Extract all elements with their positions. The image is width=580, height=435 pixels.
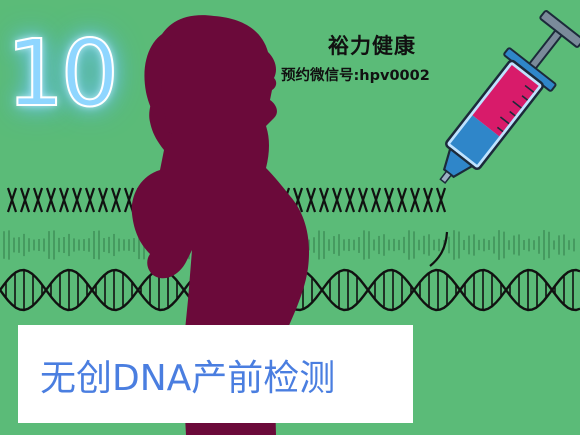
- brand-name: 裕力健康: [328, 34, 416, 58]
- ponytail: [144, 30, 176, 134]
- syringe-icon: [439, 10, 580, 184]
- syringe-tube: [429, 231, 449, 267]
- title-panel: 无创DNA产前检测: [18, 325, 413, 423]
- page-title: 无创DNA产前检测: [40, 358, 336, 399]
- number-badge: 10: [5, 20, 120, 127]
- contact-line: 预约微信号:hpv0002: [281, 68, 430, 84]
